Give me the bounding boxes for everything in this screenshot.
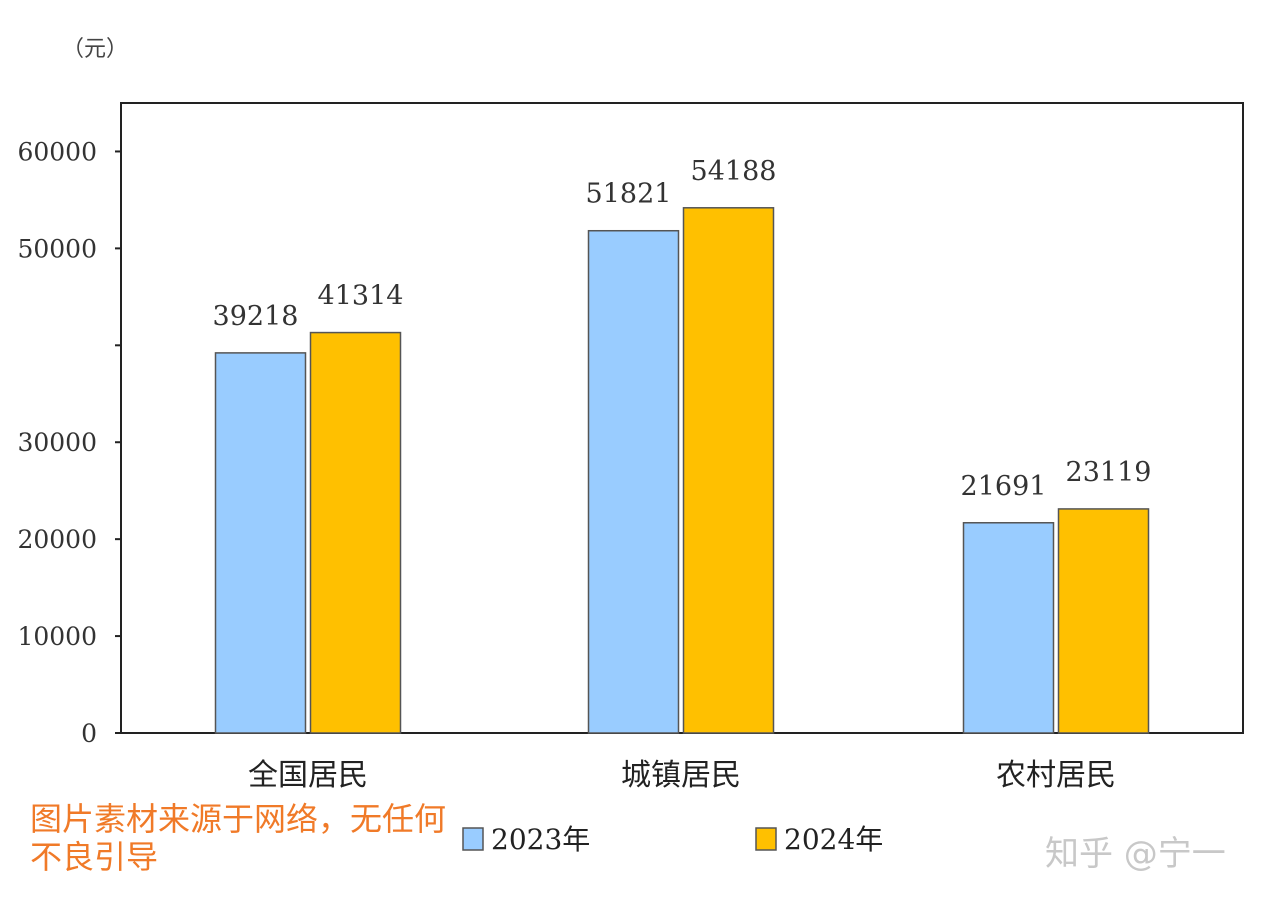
- y-tick-label: 20000: [17, 525, 97, 554]
- data-label: 51821: [586, 179, 672, 210]
- zhihu-credit: 知乎 @宁一: [1045, 834, 1226, 874]
- bar: [682, 207, 775, 734]
- bar: [214, 352, 307, 734]
- y-tick-label: 30000: [17, 428, 97, 457]
- category-label: 城镇居民: [621, 758, 741, 793]
- legend-swatch: [462, 827, 484, 851]
- data-label: 23119: [1066, 457, 1152, 488]
- data-label: 41314: [318, 281, 404, 312]
- data-label: 54188: [691, 156, 777, 187]
- y-tick-label: 0: [81, 719, 97, 748]
- bar: [962, 522, 1055, 734]
- y-tick-label: 10000: [17, 622, 97, 651]
- y-unit-label: （元）: [62, 37, 128, 62]
- y-tick-label: 60000: [17, 137, 97, 166]
- bar: [1057, 508, 1150, 734]
- legend-label: 2024年: [784, 823, 883, 856]
- plot-frame: [120, 102, 1244, 734]
- data-label: 39218: [213, 301, 299, 332]
- y-tick-label: 50000: [17, 234, 97, 263]
- bar: [587, 229, 680, 734]
- bar: [309, 331, 402, 734]
- watermark-text: 图片素材来源于网络，无任何不良引导: [30, 800, 447, 876]
- legend-swatch: [755, 827, 777, 851]
- category-label: 农村居民: [996, 758, 1116, 793]
- legend-label: 2023年: [491, 823, 590, 856]
- category-label: 全国居民: [248, 758, 368, 793]
- data-label: 21691: [961, 471, 1047, 502]
